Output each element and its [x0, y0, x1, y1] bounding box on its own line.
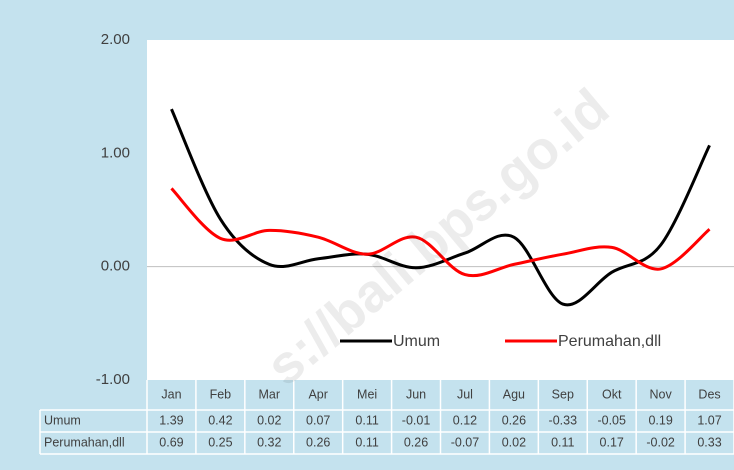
table-value: 0.26	[306, 435, 330, 449]
table-value: 0.33	[697, 435, 721, 449]
x-tick-label: Feb	[210, 387, 232, 401]
table-value: 0.07	[306, 413, 330, 427]
y-tick-label: 2.00	[101, 31, 130, 48]
table-value: 1.07	[697, 413, 721, 427]
table-value: 0.17	[600, 435, 624, 449]
y-tick-label: 1.00	[101, 144, 130, 161]
table-value: 0.11	[551, 435, 574, 449]
table-value: 0.19	[648, 413, 672, 427]
x-tick-label: Okt	[602, 387, 622, 401]
table-value: 0.26	[502, 413, 526, 427]
plot: Umum Perumahan,dll	[147, 108, 734, 350]
row-label: Umum	[44, 413, 81, 427]
x-tick-label: Mar	[259, 387, 281, 401]
x-tick-label: Agu	[503, 387, 525, 401]
table-value: 0.02	[257, 413, 281, 427]
table-value: -0.02	[646, 435, 675, 449]
table-value: 0.11	[355, 413, 378, 427]
legend-label: Perumahan,dll	[558, 333, 661, 350]
table-value: -0.05	[597, 413, 626, 427]
plot-area	[147, 40, 734, 380]
table-value: 0.26	[404, 435, 428, 449]
table-value: -0.01	[402, 413, 431, 427]
y-tick-label: 0.00	[101, 258, 130, 275]
table-value: 0.11	[355, 435, 378, 449]
table-value: 0.25	[208, 435, 232, 449]
table-value: 0.12	[453, 413, 477, 427]
x-tick-label: Nov	[650, 387, 673, 401]
x-tick-label: Jun	[406, 387, 426, 401]
x-tick-label: Jul	[457, 387, 473, 401]
legend-label: Umum	[393, 333, 440, 350]
x-tick-label: Mei	[357, 387, 377, 401]
series-line	[170, 187, 711, 278]
table-value: -0.33	[549, 413, 578, 427]
table-value: 1.39	[159, 413, 183, 427]
x-tick-label: Jan	[161, 387, 181, 401]
table-value: 0.32	[257, 435, 281, 449]
y-tick-label: -1.00	[96, 371, 130, 388]
row-label: Perumahan,dll	[44, 435, 125, 449]
table-value: 0.02	[502, 435, 526, 449]
data-table: Jan Feb Mar Apr Mei Jun Jul Agu Sep Okt Nov Des Umum…	[39, 380, 734, 455]
table-value: -0.07	[451, 435, 480, 449]
x-tick-label: Sep	[552, 387, 574, 401]
x-tick-label: Des	[698, 387, 720, 401]
x-tick-label: Apr	[308, 387, 327, 401]
table-value: 0.69	[159, 435, 183, 449]
table-value: 0.42	[208, 413, 232, 427]
